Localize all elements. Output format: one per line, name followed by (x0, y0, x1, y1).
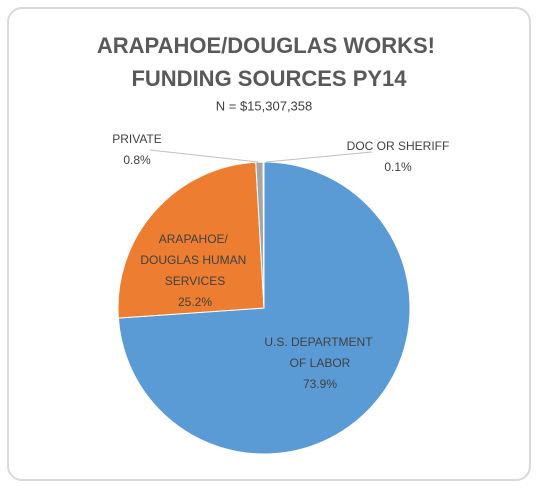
chart-subtitle: N = $15,307,358 (216, 98, 313, 113)
leader-line (265, 151, 373, 163)
pie-slice (262, 161, 265, 309)
leader-line (149, 149, 259, 163)
slice-value-label: 0.8% (123, 153, 151, 167)
slice-label: U.S. DEPARTMENT OF LABOR (264, 335, 375, 370)
slice-value-label: 0.1% (384, 160, 412, 174)
slice-label: ARAPAHOE/ DOUGLAS HUMAN SERVICES (140, 232, 249, 288)
pie-slice (117, 161, 265, 319)
slice-value-label: 73.9% (303, 377, 337, 391)
slice-label: DOC OR SHERIFF (347, 139, 450, 153)
chart-title: ARAPAHOE/DOUGLAS WORKS! FUNDING SOURCES … (97, 33, 441, 91)
slice-value-label: 25.2% (178, 295, 212, 309)
slice-label: PRIVATE (112, 132, 162, 146)
